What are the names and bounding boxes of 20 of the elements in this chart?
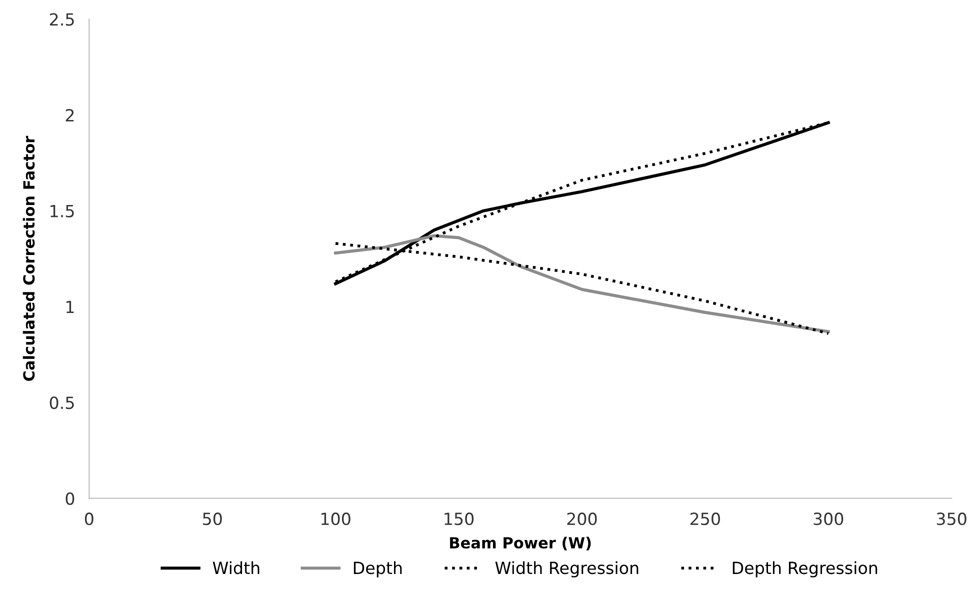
x-tick-label: 150 (444, 512, 474, 526)
y-tick-label: 2 (66, 108, 74, 122)
x-tick-label: 50 (203, 512, 222, 526)
y-tick-label: 1.5 (50, 205, 74, 218)
x-tick-label: 100 (321, 512, 350, 526)
y-axis-title: Calculated Correction Factor (22, 136, 35, 381)
y-tick-label: 2.5 (50, 13, 74, 26)
x-tick-label: 0 (84, 512, 94, 526)
legend-label: Width (212, 561, 260, 574)
y-tick-label: 0 (66, 492, 74, 505)
x-tick-label: 250 (690, 512, 720, 526)
y-tick-label: 0.5 (50, 396, 74, 410)
x-tick-label: 350 (936, 512, 966, 526)
x-tick-label: 200 (567, 512, 597, 526)
x-tick-label: 300 (814, 512, 844, 526)
legend-label: Depth Regression (732, 561, 878, 578)
y-tick-label: 1 (66, 300, 74, 314)
legend-label: Width Regression (495, 561, 638, 578)
x-axis-title: Beam Power (W) (450, 536, 591, 550)
legend-label: Depth (354, 561, 402, 578)
